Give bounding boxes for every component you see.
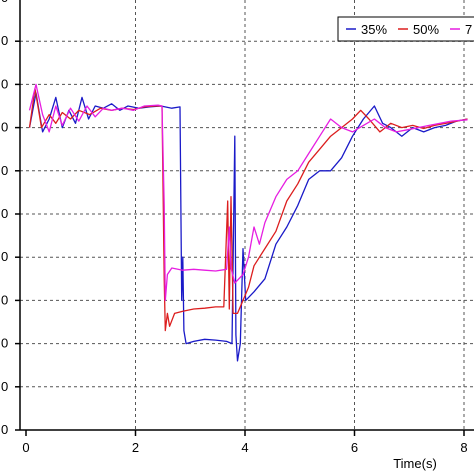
legend-label-50: 50% — [413, 22, 439, 37]
y-tick-label-fragment: 0 — [1, 379, 8, 394]
y-tick-label-fragment: 0 — [1, 292, 8, 307]
x-tick-label: 0 — [22, 440, 29, 455]
x-axis-ticks — [25, 430, 465, 436]
x-tick-label: 8 — [460, 440, 467, 455]
y-tick-label-fragment: 0 — [1, 0, 8, 5]
y-tick-label-fragment: 0 — [1, 206, 8, 221]
y-tick-label-fragment: 0 — [1, 120, 8, 135]
x-tick-label: 6 — [351, 440, 358, 455]
y-tick-label-fragment: 0 — [1, 422, 8, 437]
series-line-3 — [28, 83, 468, 302]
legend-label-35: 35% — [361, 22, 387, 37]
series-line-2 — [28, 88, 468, 332]
plot-background — [24, 8, 474, 430]
x-tick-label: 2 — [132, 440, 139, 455]
legend: 35% 50% 7 — [337, 16, 474, 42]
y-tick-label-fragment: 0 — [1, 336, 8, 351]
legend-label-7: 7 — [465, 22, 472, 37]
x-axis-tick-labels: 0 2 4 6 8 — [22, 440, 467, 455]
x-tick-label: 4 — [241, 440, 248, 455]
y-tick-label-fragment: 0 — [1, 163, 8, 178]
series-line-1 — [28, 92, 468, 362]
series-lines — [28, 83, 468, 362]
y-axis-ticks: 0 0 0 0 0 0 0 0 0 0 0 — [1, 0, 20, 437]
y-tick-label-fragment: 0 — [1, 249, 8, 264]
y-tick-label-fragment: 0 — [1, 76, 8, 91]
y-tick-label-fragment: 0 — [1, 33, 8, 48]
x-axis-title: Time(s) — [393, 456, 437, 471]
